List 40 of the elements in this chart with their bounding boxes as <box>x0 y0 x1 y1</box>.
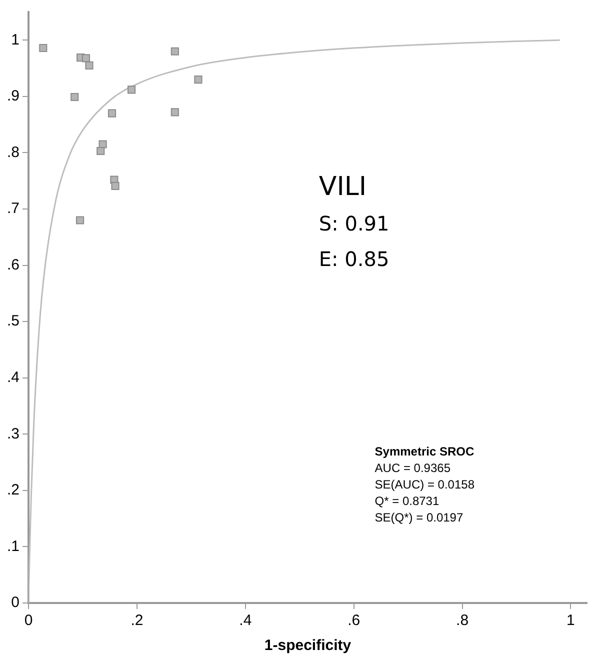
annotation: Symmetric SROC <box>374 444 474 458</box>
point <box>85 61 94 70</box>
y-tick-label: .7 <box>6 200 20 218</box>
y-tick-label: .2 <box>6 482 20 499</box>
x-tick-label: .8 <box>456 612 469 630</box>
y-tick-label: .6 <box>6 256 20 274</box>
y-tick-label: .5 <box>6 312 20 330</box>
y-tick-label: .4 <box>6 369 20 386</box>
annotation: S: 0.91 <box>318 212 390 236</box>
x-tick-label: .2 <box>130 612 144 630</box>
x-tick-label: .4 <box>239 612 252 630</box>
y-tick-label: .1 <box>6 538 20 555</box>
point <box>96 146 105 156</box>
line-series <box>28 39 561 603</box>
point <box>70 92 79 102</box>
y-tick-label: .3 <box>6 425 20 442</box>
point <box>111 182 120 190</box>
annotation: AUC = 0.9365 <box>374 460 451 475</box>
point <box>76 216 84 224</box>
x-axis-title: 1-specificity <box>264 637 352 654</box>
point <box>194 76 202 84</box>
point <box>98 140 107 148</box>
point <box>170 47 179 56</box>
annotation: E: 0.85 <box>318 247 390 272</box>
point <box>82 54 90 62</box>
point <box>108 109 116 118</box>
y-tick-label: .9 <box>6 88 20 105</box>
annotation: SE(Q*) = 0.0197 <box>374 510 464 524</box>
annotation: SE(AUC) = 0.0158 <box>374 477 475 492</box>
x-tick-label: .6 <box>348 612 360 630</box>
point <box>170 108 179 116</box>
annotation: VILI <box>318 172 367 202</box>
point <box>39 44 48 52</box>
y-tick-label: 1 <box>11 31 20 48</box>
annotation: Q* = 0.8731 <box>374 494 440 508</box>
x-tick-label: 0 <box>24 612 33 630</box>
point <box>127 86 136 94</box>
x-tick-label: 1 <box>566 612 575 630</box>
y-tick-label: 0 <box>11 594 20 612</box>
y-tick-label: .8 <box>6 144 20 161</box>
